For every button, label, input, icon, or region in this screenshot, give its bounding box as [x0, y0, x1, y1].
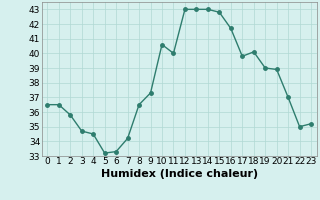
X-axis label: Humidex (Indice chaleur): Humidex (Indice chaleur)	[100, 169, 258, 179]
